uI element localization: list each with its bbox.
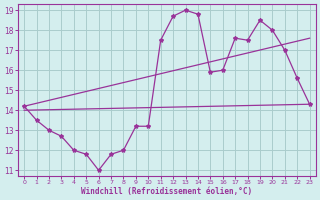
X-axis label: Windchill (Refroidissement éolien,°C): Windchill (Refroidissement éolien,°C) [81,187,252,196]
